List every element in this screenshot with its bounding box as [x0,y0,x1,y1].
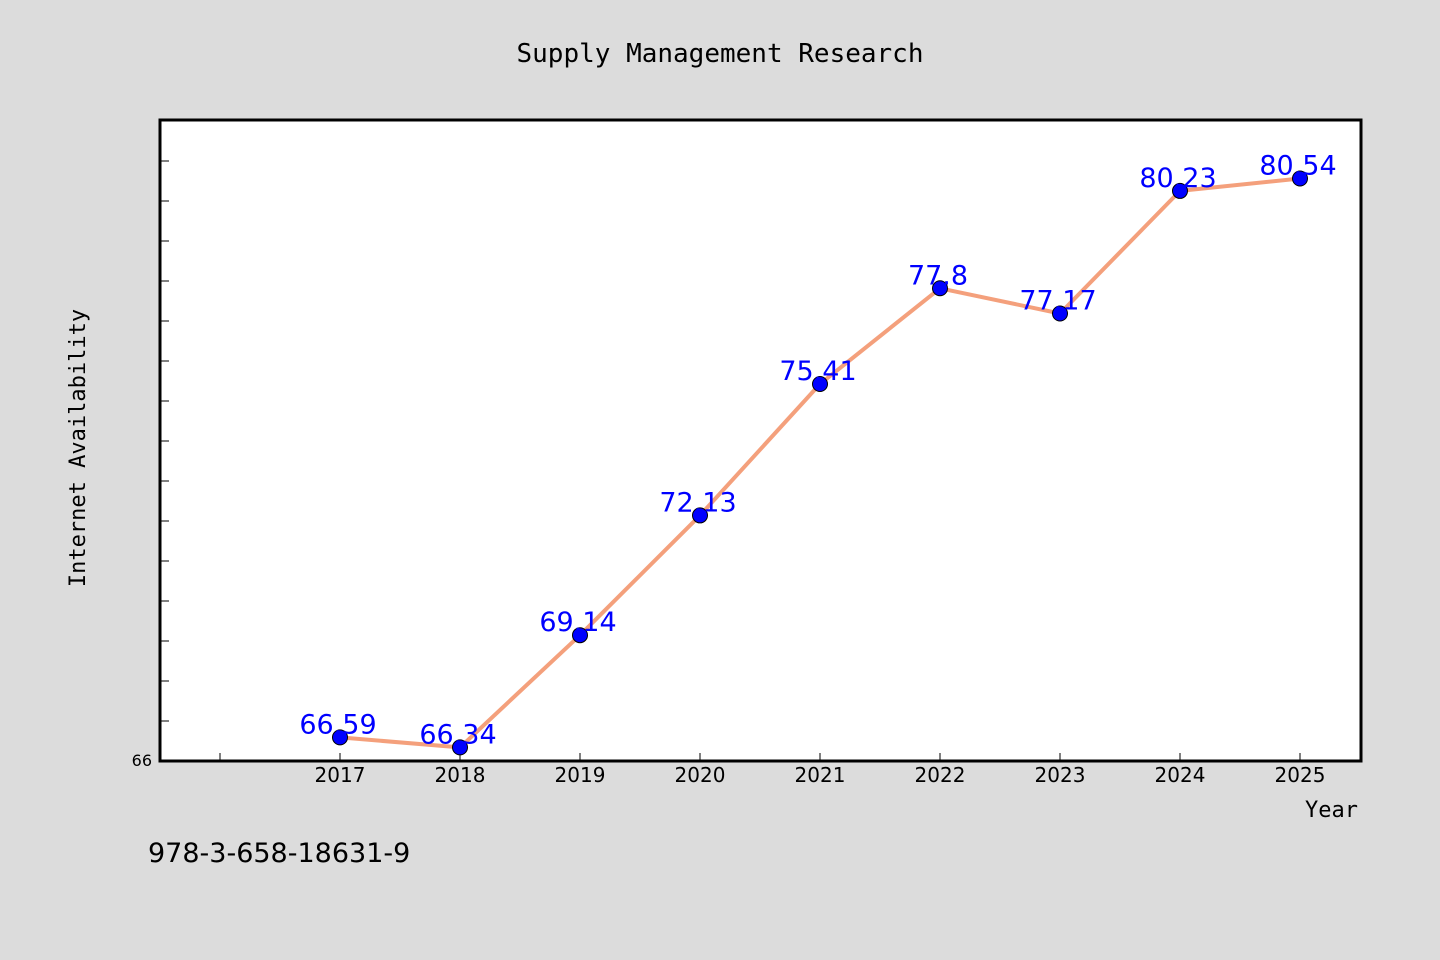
x-tick-label: 2017 [315,763,366,787]
data-point-marker [452,739,468,756]
chart-title: Supply Management Research [517,39,924,69]
plot-area [158,118,1363,763]
x-tick-label: 2022 [915,763,966,787]
data-point-marker [1292,170,1308,187]
x-axis-tick-labels: 2017 2018 2019 2020 2021 2022 2023 2024 2025 [315,763,1326,787]
data-point-marker [692,507,708,524]
data-markers [332,170,1308,756]
data-point-marker [1172,182,1188,199]
x-tick-label: 2024 [1155,763,1206,787]
data-label: 80.23 [1139,163,1216,194]
x-axis-label: Year [1305,798,1358,823]
x-tick-label: 2025 [1275,763,1326,787]
data-point-marker [332,729,348,746]
x-tick-label: 2023 [1035,763,1086,787]
x-tick-label: 2020 [675,763,726,787]
data-label: 66.59 [299,709,376,740]
data-label: 72.13 [659,487,736,518]
footnote-isbn: 978-3-658-18631-9 [148,838,410,869]
data-labels: 66.59 66.34 69.14 72.13 75.41 77.8 77.17 80.23 8… [299,150,1336,750]
x-tick-label: 2021 [795,763,846,787]
x-tick-label: 2019 [555,763,606,787]
data-point-marker [572,627,588,644]
data-label: 80.54 [1259,150,1336,181]
data-point-marker [812,376,828,393]
data-point-marker [1052,305,1068,322]
data-point-marker [932,280,948,297]
x-axis-ticks [219,753,1301,761]
data-label: 77.17 [1019,286,1096,317]
data-label: 69.14 [539,607,616,638]
data-label: 77.8 [908,260,968,291]
data-label: 75.41 [779,356,856,387]
x-tick-label: 2018 [435,763,486,787]
y-axis-tick-label: 66 [132,751,152,770]
data-label: 66.34 [419,719,496,750]
y-axis-label: Internet Availability [66,309,91,587]
y-axis-ticks [160,160,169,722]
